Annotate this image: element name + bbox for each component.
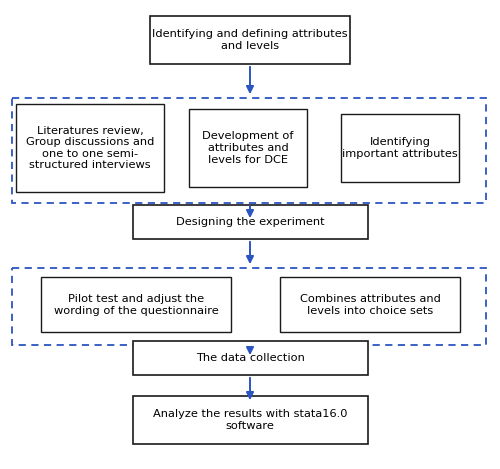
Text: Designing the experiment: Designing the experiment (176, 217, 324, 227)
Bar (280, 278, 460, 333)
Text: Identifying and defining attributes
and levels: Identifying and defining attributes and … (152, 29, 348, 51)
Bar (132, 205, 368, 239)
Text: Identifying
important attributes: Identifying important attributes (342, 137, 458, 159)
Text: Analyze the results with stata16.0
software: Analyze the results with stata16.0 softw… (153, 409, 347, 431)
Bar (41, 278, 231, 333)
Bar (341, 114, 459, 182)
Text: The data collection: The data collection (196, 353, 304, 363)
Bar (150, 16, 350, 64)
Bar (12, 98, 486, 203)
Text: Literatures review,
Group discussions and
one to one semi-
structured interviews: Literatures review, Group discussions an… (26, 126, 154, 170)
Bar (12, 268, 486, 345)
Text: Development of
attributes and
levels for DCE: Development of attributes and levels for… (202, 131, 294, 165)
Bar (189, 109, 307, 187)
Text: Combines attributes and
levels into choice sets: Combines attributes and levels into choi… (300, 294, 440, 316)
Text: Pilot test and adjust the
wording of the questionnaire: Pilot test and adjust the wording of the… (54, 294, 218, 316)
Bar (132, 341, 368, 375)
Bar (16, 104, 164, 192)
Bar (132, 396, 368, 444)
